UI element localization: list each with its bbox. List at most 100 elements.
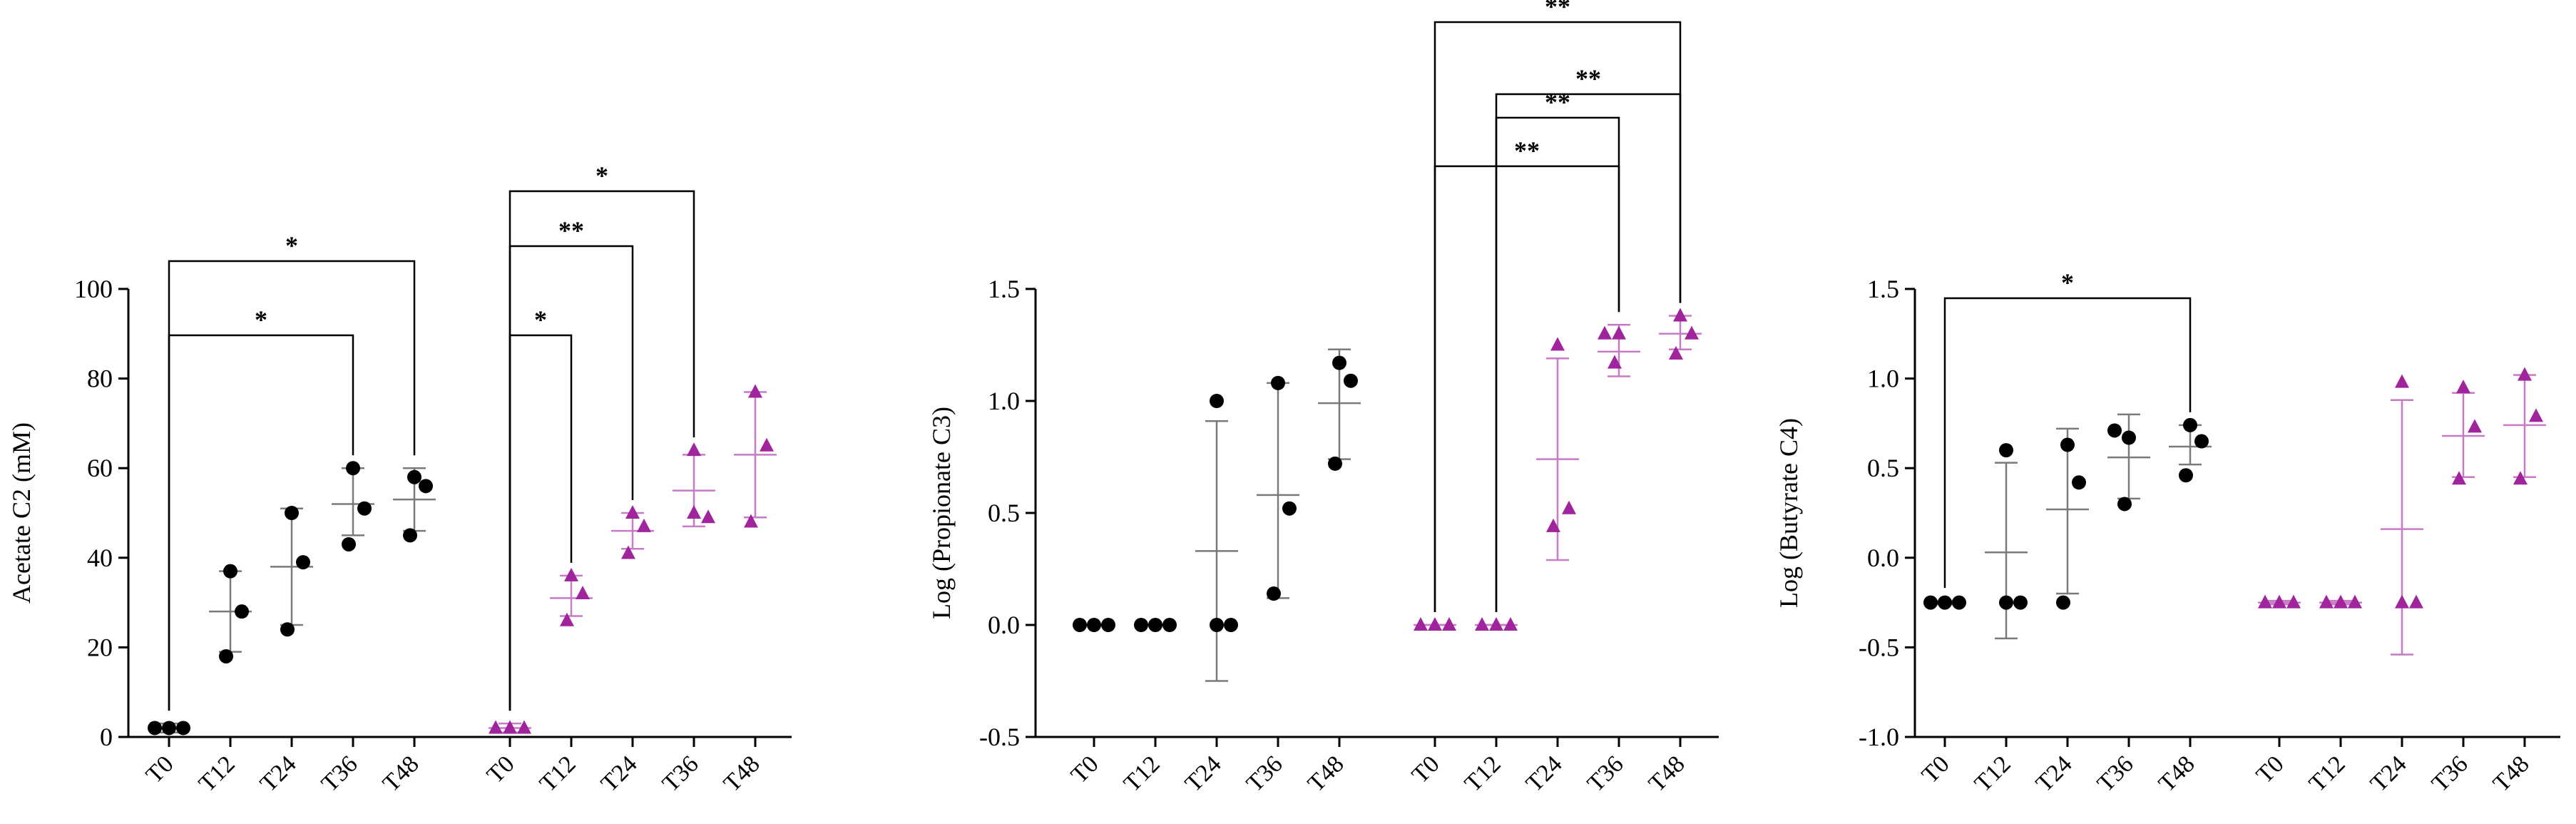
data-point bbox=[176, 721, 190, 736]
data-point bbox=[2122, 430, 2136, 445]
data-point bbox=[235, 604, 249, 619]
y-tick-label: 0.0 bbox=[1867, 544, 1899, 572]
data-point bbox=[1999, 443, 2013, 458]
data-point bbox=[560, 612, 574, 626]
data-point bbox=[2395, 594, 2409, 609]
x-tick-label: T12 bbox=[1119, 751, 1165, 797]
x-tick-label: T48 bbox=[2154, 751, 2200, 797]
significance-bracket bbox=[168, 334, 354, 711]
data-point bbox=[2060, 437, 2075, 452]
x-tick-label: T12 bbox=[1970, 751, 2016, 797]
x-tick-label: T36 bbox=[2427, 751, 2473, 797]
data-point bbox=[1598, 325, 1612, 340]
data-point bbox=[1612, 325, 1626, 340]
data-point bbox=[2395, 374, 2409, 388]
significance-bracket bbox=[508, 190, 695, 711]
data-point bbox=[1148, 618, 1162, 632]
data-point bbox=[2272, 594, 2286, 609]
data-point bbox=[162, 721, 176, 736]
data-point bbox=[2107, 423, 2122, 438]
data-point bbox=[2452, 471, 2466, 485]
data-point bbox=[1328, 456, 1342, 471]
y-tick-label: -0.5 bbox=[1859, 633, 1899, 661]
y-tick-label: 100 bbox=[74, 275, 113, 303]
data-point bbox=[1442, 617, 1456, 631]
data-point bbox=[503, 720, 517, 734]
data-point bbox=[2518, 367, 2532, 381]
x-tick-label: T24 bbox=[1180, 751, 1227, 797]
data-point bbox=[564, 567, 578, 581]
data-point bbox=[2072, 475, 2086, 490]
data-point bbox=[1685, 325, 1699, 340]
y-tick-label: 1.5 bbox=[988, 275, 1020, 303]
data-point bbox=[1332, 355, 1346, 370]
data-point bbox=[1414, 617, 1428, 631]
y-tick-label: 60 bbox=[87, 454, 113, 482]
data-point bbox=[1562, 500, 1576, 514]
y-tick-label: 40 bbox=[87, 544, 113, 572]
significance-bracket bbox=[1495, 93, 1682, 612]
data-point bbox=[576, 586, 590, 600]
data-point bbox=[223, 564, 237, 579]
x-tick-label: T24 bbox=[1521, 751, 1568, 797]
y-tick-label: 20 bbox=[87, 633, 113, 661]
data-point bbox=[1923, 595, 1938, 610]
x-tick-label: T0 bbox=[482, 751, 520, 788]
data-point bbox=[2334, 594, 2348, 609]
x-tick-label: T12 bbox=[2304, 751, 2351, 797]
x-tick-label: T0 bbox=[141, 751, 179, 788]
data-point bbox=[2183, 417, 2197, 432]
x-tick-label: T48 bbox=[2488, 751, 2535, 797]
data-point bbox=[1210, 618, 1224, 632]
y-tick-label: 80 bbox=[87, 365, 113, 393]
data-point bbox=[285, 506, 299, 520]
data-point bbox=[2013, 595, 2028, 610]
data-point bbox=[625, 505, 640, 519]
data-point bbox=[2179, 468, 2193, 483]
significance-bracket bbox=[1943, 297, 2192, 589]
y-tick-label: 0.5 bbox=[1867, 454, 1899, 482]
x-tick-label: T24 bbox=[2031, 751, 2077, 797]
y-tick-label: 0 bbox=[100, 723, 113, 751]
y-tick-label: 0.0 bbox=[988, 611, 1020, 639]
data-point bbox=[280, 622, 295, 637]
data-point bbox=[1999, 595, 2013, 610]
significance-label: ** bbox=[1514, 136, 1540, 165]
significance-label: * bbox=[596, 161, 608, 190]
data-point bbox=[621, 545, 635, 559]
significance-label: ** bbox=[1545, 0, 1570, 21]
y-axis-title: Log (Propionate C3) bbox=[927, 407, 956, 619]
chart-panel: -0.5 0.0 0.5 1.0 1.5 Log (Propionate C3) T0 T12… bbox=[927, 0, 1719, 797]
significance-bracket bbox=[168, 260, 416, 711]
data-point bbox=[1101, 618, 1115, 632]
y-tick-label: 1.0 bbox=[988, 387, 1020, 415]
y-axis-title: Log (Butyrate C4) bbox=[1774, 418, 1803, 608]
data-point bbox=[1087, 618, 1101, 632]
data-point bbox=[2529, 408, 2543, 422]
data-point bbox=[1210, 394, 1224, 408]
data-point bbox=[1608, 355, 1622, 369]
data-point bbox=[1073, 618, 1087, 632]
y-tick-label: 1.0 bbox=[1867, 365, 1899, 393]
data-point bbox=[342, 536, 356, 551]
data-point bbox=[517, 720, 531, 734]
significance-bracket bbox=[508, 334, 573, 711]
data-point bbox=[687, 505, 701, 519]
data-point bbox=[357, 501, 372, 516]
data-point bbox=[1503, 617, 1518, 631]
data-point bbox=[489, 720, 503, 734]
x-tick-label: T36 bbox=[317, 751, 363, 797]
data-point bbox=[744, 514, 758, 528]
data-point bbox=[1475, 617, 1489, 631]
data-point bbox=[1428, 617, 1442, 631]
data-point bbox=[2348, 594, 2362, 609]
y-tick-label: 1.5 bbox=[1867, 275, 1899, 303]
data-point bbox=[1162, 618, 1177, 632]
significance-label: * bbox=[255, 305, 267, 334]
x-tick-label: T24 bbox=[2366, 751, 2412, 797]
data-point bbox=[1344, 373, 1358, 388]
significance-label: ** bbox=[1545, 88, 1570, 116]
significance-label: ** bbox=[1575, 64, 1601, 93]
x-tick-label: T48 bbox=[719, 751, 765, 797]
